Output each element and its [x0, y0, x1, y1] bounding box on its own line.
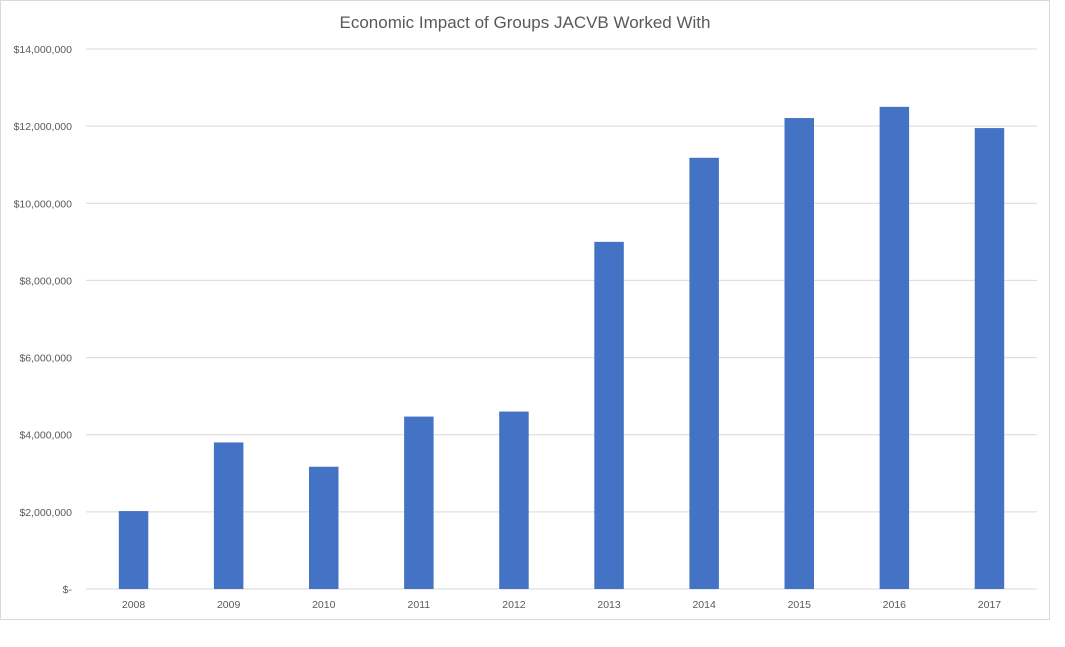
x-tick-label: 2008	[122, 599, 146, 611]
y-tick-label: $12,000,000	[14, 121, 73, 133]
bar-2013	[594, 241, 624, 589]
bar-2014	[689, 157, 719, 589]
y-tick-label: $8,000,000	[19, 275, 72, 287]
bar-2008	[118, 511, 149, 589]
bar-chart: Economic Impact of Groups JACVB Worked W…	[14, 13, 1037, 611]
bar-2009	[213, 442, 244, 589]
bar-2016	[879, 106, 910, 589]
y-tick-label: $10,000,000	[14, 198, 73, 210]
x-tick-label: 2009	[217, 599, 241, 611]
y-tick-label: $-	[63, 584, 73, 596]
x-tick-label: 2010	[312, 599, 336, 611]
y-axis-ticks: $- $2,000,000 $4,000,000 $6,000,000 $8,000,0…	[14, 44, 73, 596]
bar-2012	[499, 411, 529, 589]
x-tick-label: 2016	[883, 599, 907, 611]
x-tick-label: 2012	[502, 599, 526, 611]
x-tick-label: 2015	[788, 599, 812, 611]
y-tick-label: $2,000,000	[19, 507, 72, 519]
chart-title: Economic Impact of Groups JACVB Worked W…	[340, 13, 711, 32]
x-tick-label: 2011	[408, 599, 431, 611]
bar-2011	[404, 416, 434, 589]
bar-2015	[784, 118, 814, 590]
x-tick-label: 2013	[597, 599, 621, 611]
bar-2010	[309, 466, 339, 589]
y-tick-label: $4,000,000	[19, 430, 72, 442]
gridlines	[86, 48, 1037, 590]
x-tick-label: 2014	[692, 599, 716, 611]
bars	[118, 106, 1005, 590]
y-tick-label: $6,000,000	[19, 353, 72, 365]
x-axis-ticks: 2008 2009 2010 2011 2012 2013 2014 2015 2016 2017	[122, 599, 1001, 611]
x-tick-label: 2017	[978, 599, 1002, 611]
bar-2017	[974, 128, 1005, 590]
y-tick-label: $14,000,000	[14, 44, 73, 56]
